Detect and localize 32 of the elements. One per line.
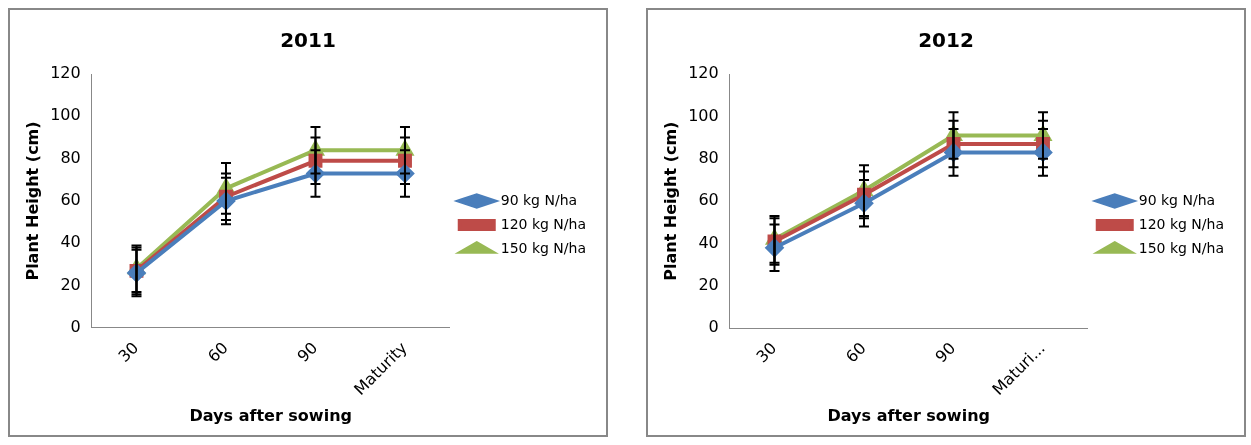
y-tick-label: 0 [708, 317, 719, 337]
x-axis-title: Days after sowing [189, 405, 352, 425]
y-tick-label: 60 [60, 190, 81, 210]
x-tick-label: 90 [931, 338, 960, 367]
x-axis-title: Days after sowing [827, 405, 990, 425]
x-tick-label: 30 [114, 338, 143, 366]
y-tick-label: 0 [70, 317, 81, 337]
y-tick-label: 20 [698, 275, 719, 295]
y-tick-label: 60 [698, 190, 719, 210]
y-axis-title: Plant Height (cm) [660, 121, 680, 281]
chart-title: 2011 [280, 28, 336, 53]
y-axis-title: Plant Height (cm) [22, 121, 42, 281]
legend-label: 120 kg N/ha [500, 215, 587, 232]
x-tick-label: 60 [841, 338, 870, 367]
y-tick-label: 120 [688, 63, 719, 83]
y-tick-label: 100 [50, 105, 81, 125]
y-tick-label: 80 [698, 147, 719, 167]
y-tick-label: 40 [698, 232, 719, 252]
legend-label: 120 kg N/ha [1138, 215, 1225, 232]
legend-label: 150 kg N/ha [500, 239, 587, 256]
y-tick-label: 120 [50, 63, 81, 83]
x-tick-label: 60 [203, 338, 232, 366]
x-tick-label: 90 [293, 338, 322, 366]
y-tick-label: 100 [688, 105, 719, 125]
y-tick-label: 40 [60, 232, 81, 252]
x-tick-label: 30 [752, 338, 781, 367]
y-tick-label: 20 [60, 274, 81, 294]
chart-title: 2012 [918, 28, 974, 53]
legend-label: 90 kg N/ha [500, 191, 578, 208]
legend-label: 90 kg N/ha [1138, 191, 1216, 208]
legend-label: 150 kg N/ha [1138, 239, 1225, 256]
y-tick-label: 80 [60, 147, 81, 167]
